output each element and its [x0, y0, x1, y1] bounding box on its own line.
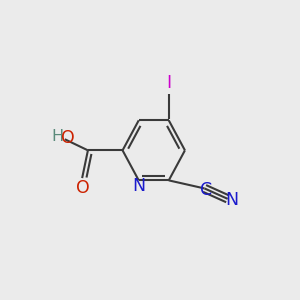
Text: I: I: [166, 74, 171, 92]
Text: O: O: [76, 179, 90, 197]
Text: C: C: [200, 181, 212, 199]
Text: O: O: [61, 129, 74, 147]
Text: N: N: [132, 177, 145, 195]
Text: N: N: [226, 191, 239, 209]
Text: H: H: [51, 129, 63, 144]
